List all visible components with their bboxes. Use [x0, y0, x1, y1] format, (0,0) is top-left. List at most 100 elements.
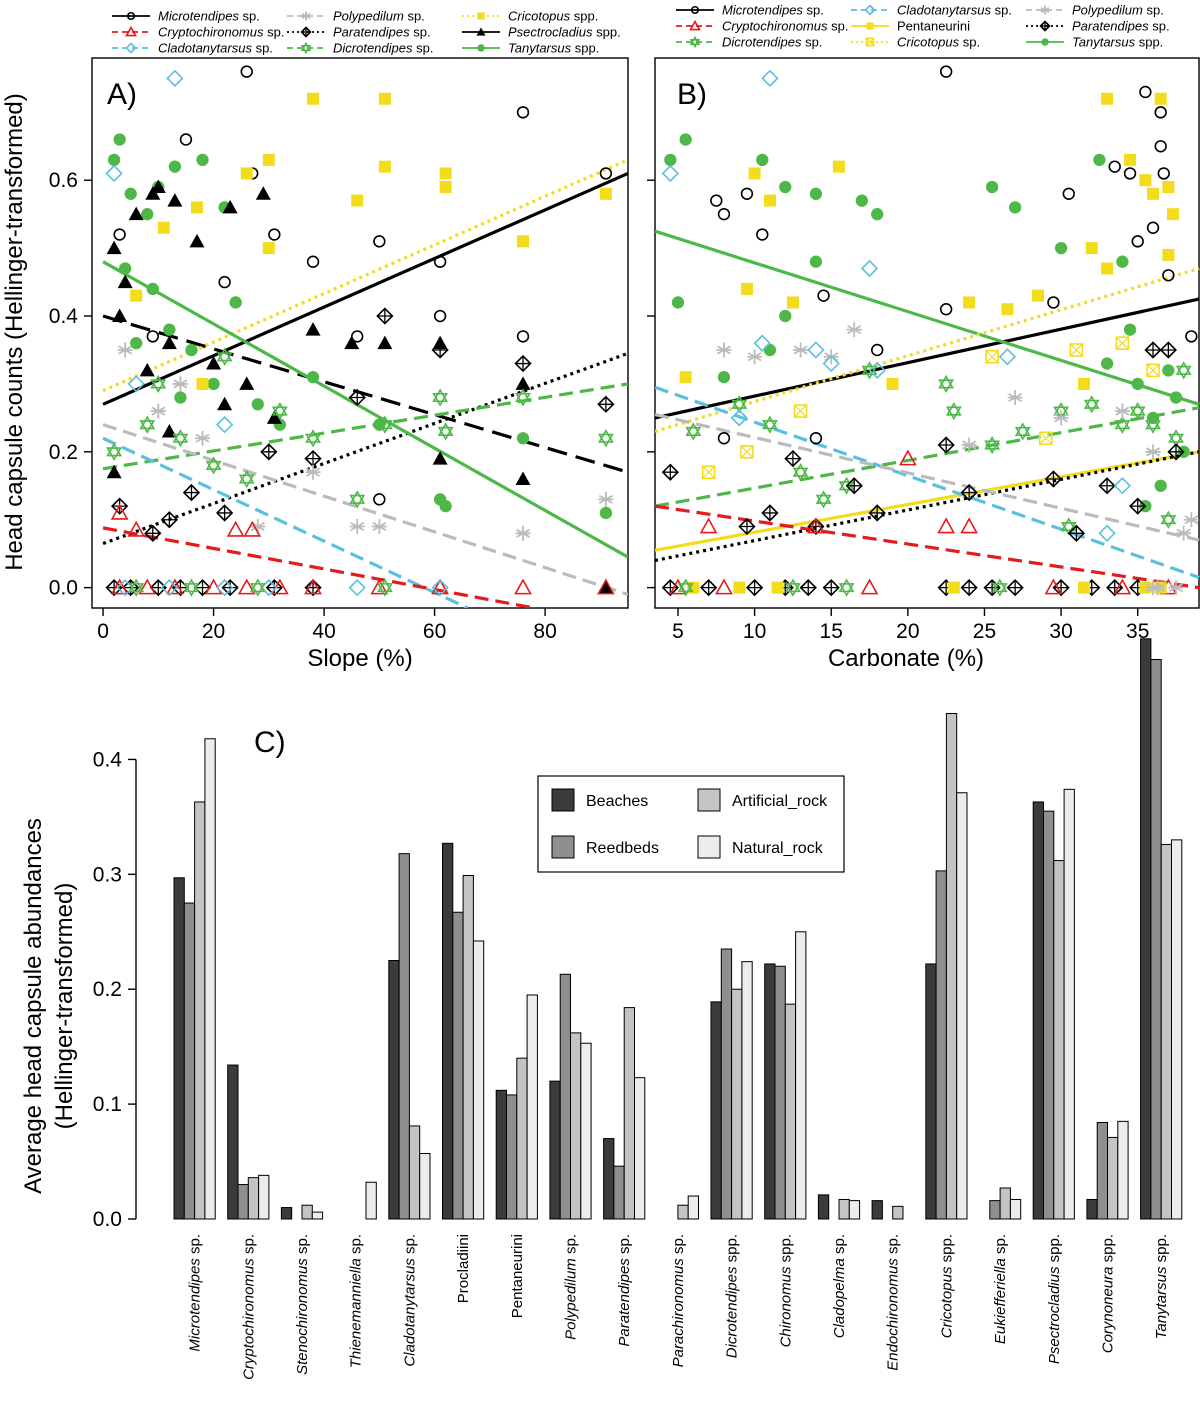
panel-a-point-5	[168, 160, 182, 173]
bar-cladotanytarsus-natural_rock	[419, 1153, 431, 1220]
panel-a-point-60	[598, 580, 614, 594]
legend-item-cryptochironomus: Cryptochironomus sp.	[676, 19, 848, 34]
trend-line-dicrotendipes	[655, 406, 1200, 508]
panel-a-point-143	[514, 578, 532, 595]
legend-item-psectrocladius: Psectrocladius spp.	[462, 25, 621, 40]
panel-a-point-118	[105, 164, 123, 183]
panel-b-frame	[654, 57, 1200, 609]
panel-b-point-67	[886, 377, 899, 390]
panel-a-point-85	[238, 469, 255, 489]
trend-line-polypedilum	[102, 423, 628, 596]
panel-a-point-89	[376, 415, 393, 434]
panel-b-point-44	[1162, 269, 1175, 282]
bar-eukiefferiella-artificial_rock	[999, 1187, 1011, 1220]
panel-b-point-0	[664, 153, 677, 167]
panel-c-legend-item-beaches: Beaches	[551, 788, 648, 812]
category-label-cryptochironomus: Cryptochironomus sp.	[240, 1234, 257, 1380]
panel-a-point-73	[439, 167, 452, 180]
panel-b-point-29	[756, 228, 769, 241]
panel-b-point-110	[1144, 341, 1162, 359]
category-label-psectrocladius: Psectrocladius spp.	[1046, 1234, 1063, 1364]
panel-b-point-6	[871, 208, 884, 221]
bar-polypedilum-reedbeds	[559, 973, 572, 1220]
panel-a-point-29	[306, 255, 320, 268]
panel-a-point-51	[161, 335, 177, 350]
panel-a-point-140	[304, 578, 322, 595]
panel-b-point-85	[945, 401, 962, 421]
panel-c-label: C)	[254, 726, 286, 759]
panel-b-point-41	[870, 343, 884, 357]
legend-item-dicrotendipes: Dicrotendipes sp.	[287, 41, 433, 56]
panel-a-point-80	[130, 289, 143, 302]
panel-b-point-55	[1147, 187, 1160, 200]
bar-chironomus-reedbeds	[774, 965, 786, 1220]
panel-b-point-146	[822, 578, 840, 597]
legend-label: Paratendipes sp.	[1072, 19, 1170, 34]
bar-microtendipes-reedbeds	[183, 902, 196, 1220]
legend-marker	[476, 27, 486, 36]
x-tick-label: 80	[533, 620, 556, 643]
panel-b-point-113	[716, 342, 732, 358]
panel-a-point-147	[215, 578, 234, 597]
panel-b-point-87	[1014, 422, 1031, 441]
legend-marker	[865, 37, 875, 47]
bar-procladiini-natural_rock	[472, 940, 485, 1220]
panel-b-label: B)	[677, 78, 707, 111]
legend-marker	[864, 4, 876, 16]
panel-a-point-49	[112, 308, 128, 323]
panel-a-point-50	[139, 362, 155, 377]
panel-b-point-129	[753, 334, 771, 352]
panel-b-point-145	[799, 578, 817, 597]
legend-marker	[689, 19, 701, 31]
panel-b-scatter: 5 10 15 20 25 30 35 B) Carbonate (%)	[647, 57, 1200, 672]
x-tick-label: 20	[202, 620, 225, 643]
panel-a-point-131	[221, 578, 239, 597]
panel-b-point-82	[838, 476, 855, 495]
panel-b-point-8	[1008, 201, 1022, 214]
x-tick-label: 15	[820, 620, 843, 643]
panel-a-point-125	[243, 520, 262, 537]
panel-a-point-25	[179, 133, 193, 146]
panel-b-point-45	[1185, 330, 1198, 343]
bar-cryptochironomus-beaches	[227, 1064, 239, 1220]
panel-b-point-12	[671, 296, 685, 309]
bar-cryptochironomus-natural_rock	[258, 1174, 270, 1220]
panel-a-point-44	[150, 179, 166, 194]
trend-line-cryptochironomus	[102, 526, 535, 608]
legend-label: Cladotanytarsus sp.	[158, 41, 273, 56]
panel-b-point-70	[1069, 343, 1084, 357]
panel-b-point-125	[761, 69, 779, 88]
trend-line-psectrocladius	[102, 314, 628, 474]
y-tick-label: 0.0	[49, 577, 78, 600]
panel-a-legend: Microtendipes sp.Cryptochironomus sp.Cla…	[112, 9, 621, 56]
panel-a-point-59	[515, 471, 531, 485]
panel-a-point-110	[195, 430, 211, 446]
panel-b-point-76	[1038, 431, 1053, 446]
panel-b-point-173	[1168, 580, 1184, 596]
y-tick-label: 0.2	[49, 441, 78, 464]
panel-b-point-54	[1139, 174, 1152, 187]
panel-a-point-81	[106, 442, 123, 461]
bar-cryptochironomus-artificial_rock	[247, 1177, 260, 1220]
panel-b-point-75	[793, 404, 808, 418]
panel-a-point-86	[271, 401, 288, 421]
panel-b-point-20	[1154, 479, 1167, 492]
bar-tanytarsus-reedbeds	[1150, 658, 1162, 1220]
panel-a-point-32	[516, 106, 530, 119]
legend-item-pentaneurini: Pentaneurini	[851, 19, 970, 34]
legend-item-paratendipes: Paratendipes sp.	[287, 25, 431, 40]
category-label-microtendipes: Microtendipes sp.	[187, 1234, 204, 1352]
bar-dicrotendipes-artificial_rock	[731, 988, 743, 1220]
category-label-pentaneurini: Pentaneurini	[509, 1234, 526, 1318]
panel-a-point-103	[431, 341, 449, 359]
panel-a-point-116	[598, 491, 614, 507]
panel-b-point-162	[733, 581, 746, 594]
panel-a-y-axis-label: Head capsule counts (Hellinger-transform…	[1, 93, 28, 571]
panel-b-point-164	[947, 581, 960, 594]
panel-b-point-16	[779, 309, 792, 323]
bar-polypedilum-natural_rock	[580, 1042, 592, 1220]
panel-a-point-45	[167, 193, 183, 207]
y-tick-label: 0.4	[49, 305, 79, 328]
panel-b-point-102	[845, 477, 863, 495]
panel-a-point-112	[305, 464, 321, 480]
